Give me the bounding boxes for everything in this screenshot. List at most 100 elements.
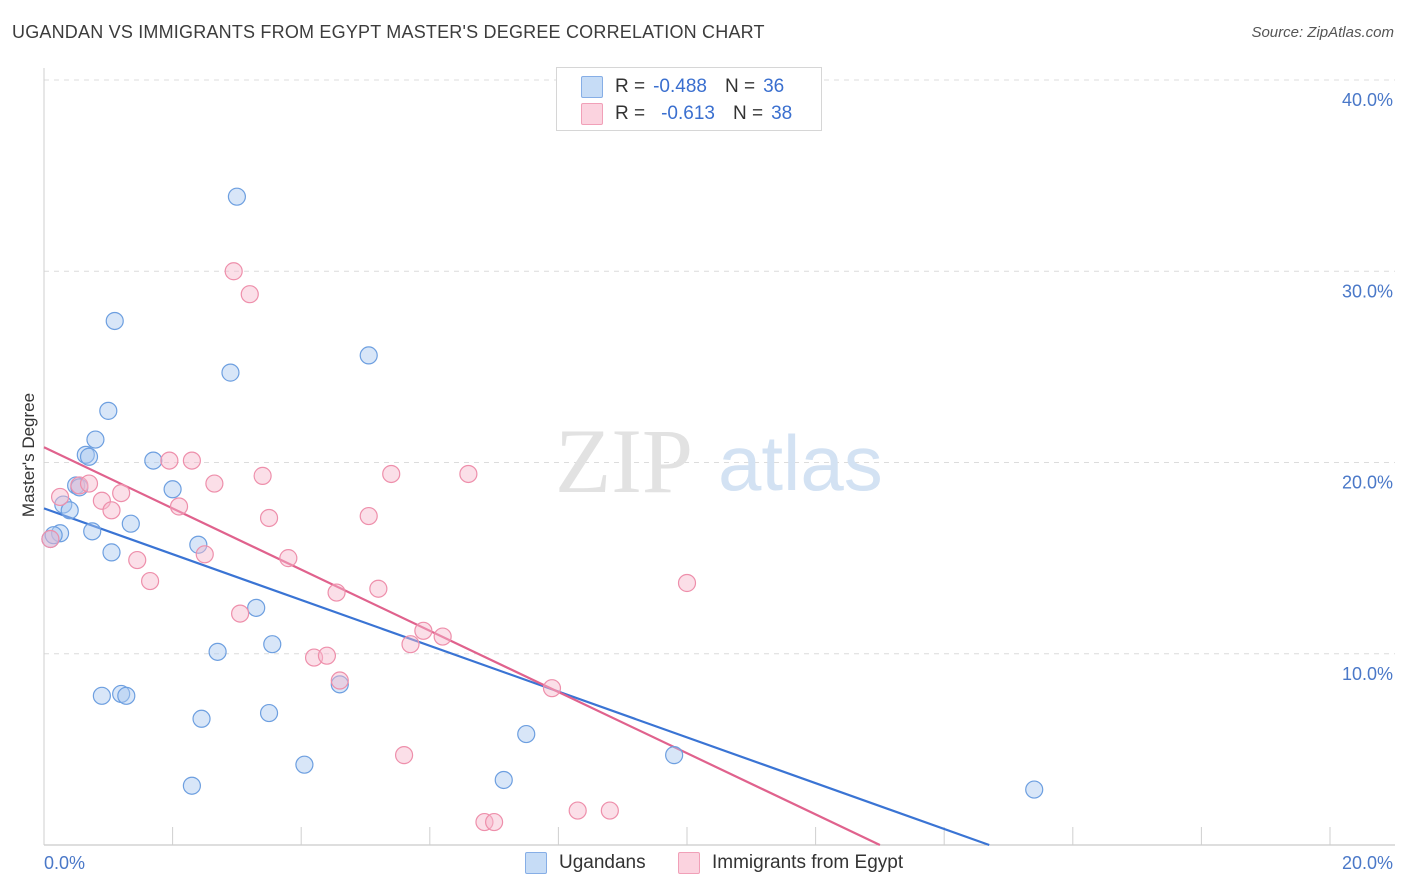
- data-point: [163, 480, 182, 499]
- data-point: [224, 262, 243, 281]
- data-point: [359, 346, 378, 365]
- data-point: [140, 571, 160, 591]
- y-tick-label: 40.0%: [1342, 90, 1393, 110]
- watermark-atlas: atlas: [718, 419, 883, 507]
- data-point: [121, 514, 140, 533]
- data-point: [382, 464, 401, 484]
- tick-labels: 10.0% 20.0% 30.0% 40.0% 0.0% 20.0%: [44, 90, 1393, 873]
- data-point: [1025, 780, 1044, 799]
- legend-swatch-ugandans: [525, 852, 547, 874]
- data-point: [221, 363, 240, 382]
- data-point: [160, 451, 179, 470]
- data-point: [330, 671, 349, 690]
- data-point: [92, 491, 111, 510]
- y-tick-label: 10.0%: [1342, 664, 1393, 684]
- data-point: [330, 675, 349, 694]
- data-point: [86, 430, 105, 449]
- y-tick-label: 20.0%: [1342, 473, 1393, 493]
- data-point: [79, 474, 99, 493]
- data-point: [205, 474, 224, 493]
- data-point: [414, 621, 433, 640]
- data-point: [112, 484, 131, 503]
- data-point: [83, 522, 102, 541]
- data-point: [117, 686, 136, 705]
- legend-n-value: 36: [763, 76, 785, 97]
- legend-row-egypt: R = -0.613 N = 38: [581, 102, 792, 126]
- data-point: [517, 724, 536, 744]
- data-point: [317, 646, 337, 665]
- legend-swatch-egypt: [581, 103, 603, 125]
- data-point: [401, 635, 420, 654]
- data-point: [259, 703, 279, 723]
- legend-r-value: -0.488: [653, 76, 707, 97]
- data-point: [182, 451, 201, 470]
- data-point: [92, 686, 111, 705]
- data-point: [568, 801, 587, 820]
- y-tick-label: 30.0%: [1342, 281, 1393, 301]
- data-point: [227, 187, 246, 206]
- data-point: [144, 451, 163, 470]
- data-point: [105, 311, 124, 331]
- source-note: Source: ZipAtlas.com: [1251, 24, 1394, 41]
- stats-legend: R = -0.488 N = 36 R = -0.613 N = 38: [556, 67, 822, 131]
- data-point: [394, 746, 414, 765]
- data-point: [192, 709, 211, 728]
- data-point: [128, 550, 147, 570]
- y-axis-label: Master's Degree: [19, 393, 38, 517]
- data-point: [359, 506, 378, 526]
- data-point: [263, 635, 282, 654]
- data-point: [189, 535, 208, 554]
- legend-item-ugandans: Ugandans: [525, 852, 646, 874]
- data-point: [665, 746, 684, 765]
- data-point: [240, 285, 259, 304]
- data-point: [295, 755, 314, 774]
- data-point: [102, 543, 121, 562]
- data-point: [247, 598, 266, 617]
- series-egypt: [41, 262, 697, 832]
- data-point: [494, 770, 513, 790]
- legend-r-label: R =: [615, 103, 646, 124]
- data-point: [60, 501, 79, 520]
- legend-r-value: -0.613: [661, 103, 715, 124]
- data-point: [369, 579, 388, 598]
- legend-swatch-ugandans: [581, 76, 603, 98]
- data-point: [102, 501, 121, 520]
- data-point: [475, 812, 494, 832]
- series-legend: Ugandans Immigrants from Egypt: [0, 852, 1406, 878]
- data-point: [76, 445, 95, 464]
- data-point: [327, 583, 346, 602]
- data-point: [485, 812, 504, 832]
- data-point: [50, 487, 70, 507]
- data-point: [253, 466, 272, 485]
- data-point: [41, 529, 60, 549]
- data-points: [41, 187, 1044, 832]
- data-point: [677, 573, 697, 593]
- gridlines: [44, 79, 1395, 655]
- x-tick-label: 20.0%: [1342, 853, 1393, 873]
- data-point: [600, 801, 619, 820]
- data-point: [459, 464, 478, 484]
- legend-label-ugandans: Ugandans: [559, 852, 646, 873]
- data-point: [99, 401, 118, 420]
- legend-n-label: N =: [724, 76, 756, 97]
- series-ugandans: [41, 187, 1044, 799]
- data-point: [208, 642, 227, 661]
- legend-label-egypt: Immigrants from Egypt: [712, 852, 904, 873]
- legend-n-value: 38: [771, 103, 793, 124]
- data-point: [231, 604, 250, 623]
- data-point: [259, 508, 279, 528]
- data-point: [279, 549, 298, 568]
- chart-title: UGANDAN VS IMMIGRANTS FROM EGYPT MASTER'…: [12, 22, 765, 42]
- trend-line-ugandans: [43, 507, 990, 847]
- watermark: ZIP atlas: [555, 410, 883, 512]
- legend-r-label: R =: [615, 76, 646, 97]
- legend-n-label: N =: [732, 103, 764, 124]
- data-point: [433, 627, 452, 646]
- axes: [43, 68, 1395, 846]
- legend-row-ugandans: R = -0.488 N = 36: [581, 75, 784, 99]
- data-point: [169, 497, 189, 516]
- legend-swatch-egypt: [678, 852, 700, 874]
- legend-item-egypt: Immigrants from Egypt: [678, 852, 903, 874]
- data-point: [542, 679, 562, 698]
